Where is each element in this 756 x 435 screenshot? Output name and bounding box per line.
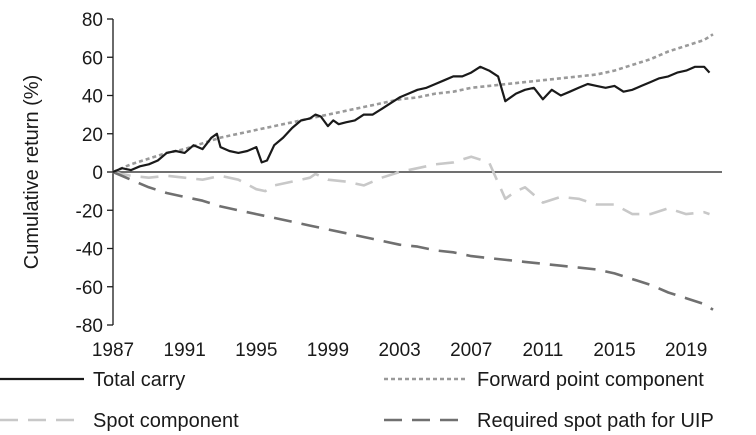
y-axis-title: Cumulative return (%) (21, 75, 43, 270)
series-line-spot-component (112, 155, 710, 216)
legend-label-required-spot-path-for-uip: Required spot path for UIP (477, 410, 714, 432)
x-tick-label: 1991 (164, 340, 206, 361)
y-tick-label: -80 (76, 316, 103, 337)
y-tick-label: 40 (82, 87, 103, 108)
legend-label-spot-component: Spot component (93, 410, 239, 432)
x-tick-label: 2007 (450, 340, 492, 361)
x-tick-label: 2011 (522, 340, 563, 361)
legend: Total carry Forward point component Spot c… (0, 369, 714, 432)
x-tick-label: 1999 (307, 340, 349, 361)
plot-area: 80 60 40 20 0 -20 -40 -60 -80 1987 1991 1995 1999 200… (76, 10, 722, 361)
y-tick-label: 0 (92, 163, 103, 184)
x-tick-label: 2019 (665, 340, 707, 361)
x-tick-label: 1995 (235, 340, 277, 361)
y-tick-label: 20 (82, 125, 103, 146)
legend-label-total-carry: Total carry (93, 369, 185, 391)
y-tick-label: -60 (76, 278, 103, 299)
series-line-required-spot-path-for-uip (112, 170, 714, 311)
y-tick-label: -20 (76, 201, 103, 222)
legend-label-forward-point-component: Forward point component (477, 369, 704, 391)
y-tick-label: 60 (82, 48, 103, 69)
x-tick-label: 2003 (378, 340, 420, 361)
series-line-total-carry (112, 65, 711, 174)
x-tick-label: 2015 (593, 340, 635, 361)
y-tick-label: -40 (76, 240, 103, 261)
series-line-forward-point-component (112, 33, 714, 174)
y-tick-label: 80 (82, 10, 103, 31)
x-tick-label: 1987 (92, 340, 134, 361)
